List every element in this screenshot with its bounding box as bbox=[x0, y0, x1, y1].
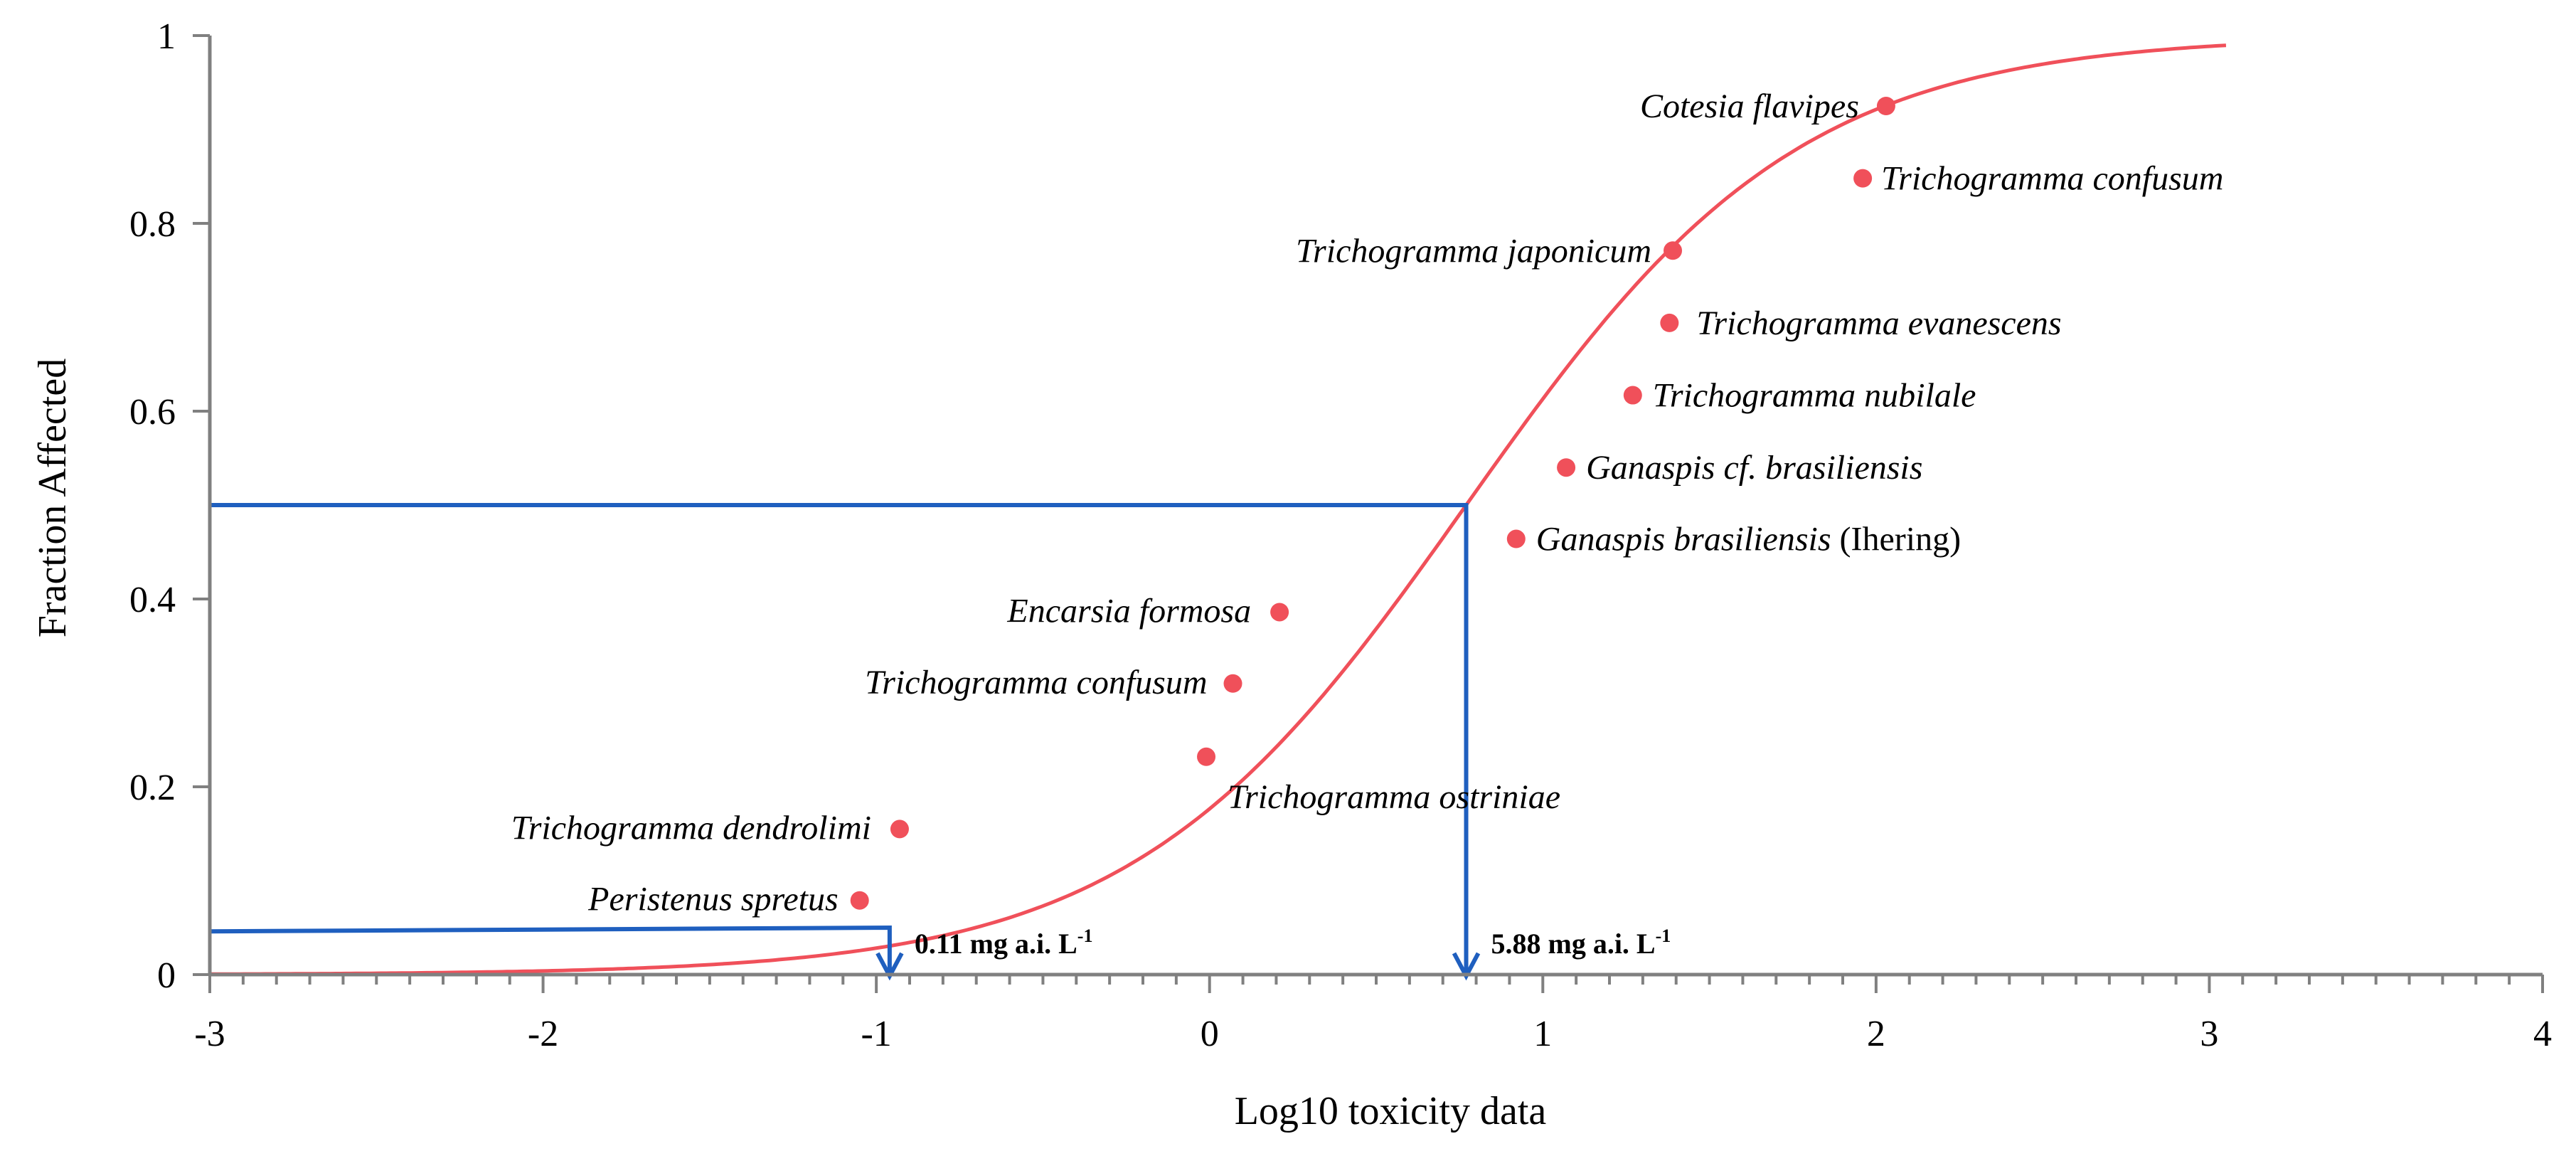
hc-guide-line bbox=[210, 503, 1469, 976]
data-point bbox=[1664, 241, 1683, 260]
species-name: Encarsia formosa bbox=[1006, 592, 1251, 630]
x-tick-label: 3 bbox=[2200, 1014, 2218, 1054]
hc-guide-line bbox=[209, 925, 892, 976]
hc-label-sup: -1 bbox=[1656, 926, 1671, 946]
x-tick-label: -1 bbox=[861, 1014, 891, 1054]
species-name: Trichogramma japonicum bbox=[1296, 232, 1651, 270]
y-tick-label: 0.6 bbox=[129, 392, 176, 433]
x-tick-label: 2 bbox=[1867, 1014, 1885, 1054]
data-point bbox=[1506, 529, 1526, 548]
point-labels: Peristenus spretus Trichogramma dendrolim… bbox=[511, 88, 2224, 918]
y-tick-label: 0 bbox=[157, 955, 176, 996]
species-name: Ganaspis brasiliensis bbox=[1536, 521, 1831, 558]
species-name: Peristenus spretus bbox=[587, 881, 839, 918]
point-label: Trichogramma dendrolimi bbox=[511, 809, 871, 847]
point-label: Trichogramma confusum bbox=[865, 664, 1207, 701]
point-label: Ganaspis cf. brasiliensis bbox=[1586, 449, 1922, 487]
species-authority: (Ihering) bbox=[1831, 521, 1962, 558]
guide-layer bbox=[209, 503, 1481, 981]
ticks: -3 -2 -1 0 1 2 3 4 0 0.2 0.4 0.6 0.8 1 bbox=[129, 16, 2552, 1054]
data-point bbox=[1223, 674, 1242, 693]
species-name: Ganaspis cf. brasiliensis bbox=[1586, 449, 1922, 487]
hc-label: 0.11 mg a.i. L-1 bbox=[915, 926, 1093, 960]
species-name: Trichogramma confusum bbox=[1881, 160, 2223, 198]
data-points bbox=[850, 97, 1895, 910]
data-point bbox=[850, 891, 869, 910]
species-name: Trichogramma ostriniae bbox=[1228, 778, 1560, 816]
x-tick-label: 0 bbox=[1201, 1014, 1219, 1054]
data-point bbox=[1876, 97, 1895, 115]
data-point bbox=[890, 820, 909, 839]
species-name: Trichogramma confusum bbox=[865, 664, 1207, 701]
point-label: Cotesia flavipes bbox=[1640, 88, 1859, 125]
x-tick-label: 1 bbox=[1533, 1014, 1552, 1054]
point-label: Peristenus spretus bbox=[587, 881, 839, 918]
species-name: Trichogramma dendrolimi bbox=[511, 809, 871, 847]
data-point bbox=[1853, 169, 1873, 188]
hc-annotations: 0.11 mg a.i. L-1 5.88 mg a.i. L-1 bbox=[915, 926, 1671, 960]
y-tick-label: 0.4 bbox=[129, 580, 176, 620]
data-point bbox=[1557, 458, 1576, 477]
species-name: Trichogramma nubilale bbox=[1653, 377, 1976, 415]
hc-label-text: 5.88 mg a.i. L bbox=[1491, 928, 1656, 960]
point-label: Trichogramma ostriniae bbox=[1228, 778, 1560, 816]
data-point bbox=[1197, 747, 1216, 766]
y-tick-label: 0.2 bbox=[129, 768, 176, 808]
point-label: Trichogramma nubilale bbox=[1653, 377, 1976, 415]
species-name: Cotesia flavipes bbox=[1640, 88, 1859, 125]
point-label: Ganaspis brasiliensis (Ihering) bbox=[1536, 521, 1961, 558]
point-label: Trichogramma evanescens bbox=[1696, 304, 2061, 342]
point-label: Trichogramma japonicum bbox=[1296, 232, 1651, 270]
x-tick-label: -3 bbox=[194, 1014, 225, 1054]
data-point bbox=[1660, 313, 1679, 332]
point-label: Encarsia formosa bbox=[1006, 592, 1251, 630]
x-axis-title: Log10 toxicity data bbox=[1235, 1089, 1547, 1133]
y-axis-title: Fraction Affected bbox=[31, 359, 75, 637]
point-label: Trichogramma confusum bbox=[1881, 160, 2223, 198]
x-tick-label: -2 bbox=[528, 1014, 558, 1054]
hc-label: 5.88 mg a.i. L-1 bbox=[1491, 926, 1671, 960]
y-tick-label: 1 bbox=[157, 16, 176, 57]
data-point bbox=[1270, 603, 1289, 622]
data-point bbox=[1623, 386, 1642, 405]
species-name: Trichogramma evanescens bbox=[1696, 304, 2061, 342]
y-tick-label: 0.8 bbox=[129, 204, 176, 245]
hc-label-sup: -1 bbox=[1077, 926, 1093, 946]
hc-label-text: 0.11 mg a.i. L bbox=[915, 928, 1077, 960]
x-tick-label: 4 bbox=[2533, 1014, 2552, 1054]
